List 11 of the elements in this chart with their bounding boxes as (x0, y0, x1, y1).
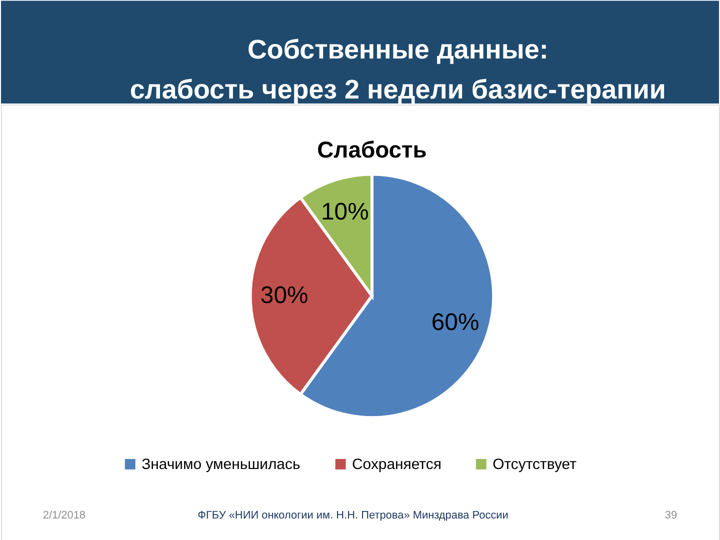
text: ФГБУ «НИИ онкологии им. Н.Н. Петрова» Минздрава России (198, 509, 508, 522)
legend-label: Отсутствует (492, 456, 577, 474)
legend-label: Сохраняется (352, 456, 442, 474)
chart-subtitle: Слабость (317, 136, 427, 162)
data-label: 10% (320, 198, 369, 226)
text: 2/1/2018 (42, 509, 86, 522)
text: 39 (664, 509, 678, 522)
data-label: 30% (260, 282, 308, 309)
data-label: 60% (431, 308, 480, 336)
chart-title: Собственные данные: слабость через 2 недели базис-терапии (130, 34, 666, 104)
legend-label: Значимо уменьшилась (142, 456, 300, 474)
